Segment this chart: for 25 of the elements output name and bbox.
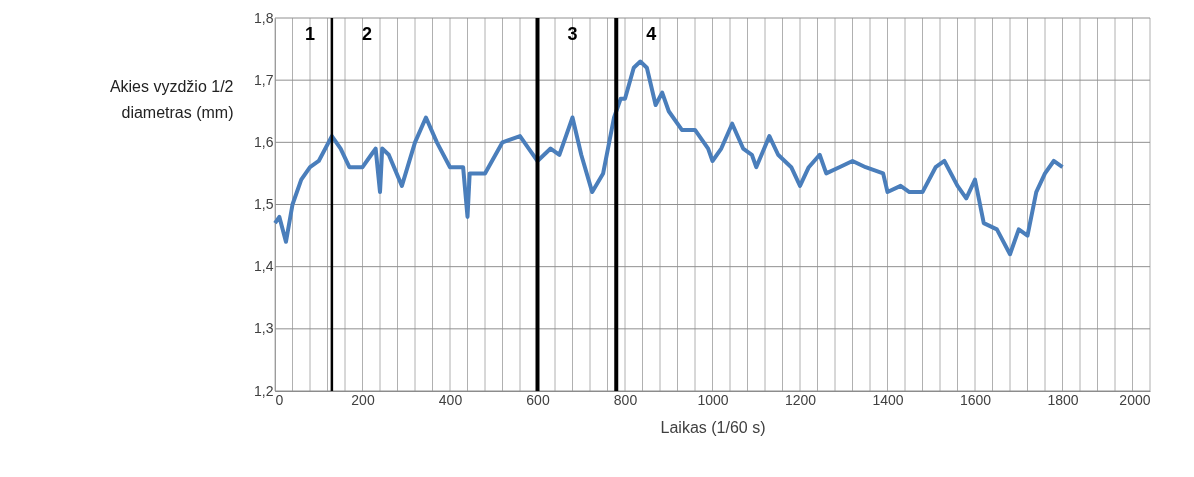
x-tick-label: 1600 <box>959 391 992 408</box>
y-axis-title: Akies vyzdžio 1/2 diametras (mm) <box>109 77 234 121</box>
y-tick-label: 1,6 <box>254 133 274 150</box>
y-tick-label: 1,7 <box>254 71 274 88</box>
y-tick-label: 1,2 <box>254 382 274 399</box>
annotation: 4 <box>646 24 657 44</box>
x-tick-label: 1000 <box>697 391 729 408</box>
x-tick-label: 1200 <box>784 391 817 408</box>
y-tick-label: 1,8 <box>254 9 274 26</box>
annotation: 1 <box>305 24 316 44</box>
x-tick-label: 600 <box>526 391 550 408</box>
x-axis-title: Laikas (1/60 s) <box>660 418 766 436</box>
x-tick-label: 0 <box>275 391 284 408</box>
annotation: 2 <box>361 24 372 44</box>
y-tick-label: 1,5 <box>254 196 274 212</box>
line-series <box>273 59 1065 257</box>
x-tick-label: 1400 <box>872 391 904 408</box>
annotation: 3 <box>567 24 578 44</box>
x-tick-label: 1800 <box>1047 391 1079 408</box>
y-tick-label: 1,3 <box>254 320 274 337</box>
y-tick-label: 1,4 <box>254 258 274 275</box>
x-tick-label: 2000 <box>1119 391 1151 408</box>
x-tick-label: 800 <box>613 391 638 408</box>
x-tick-label: 400 <box>438 391 463 408</box>
x-tick-label: 200 <box>351 391 375 408</box>
